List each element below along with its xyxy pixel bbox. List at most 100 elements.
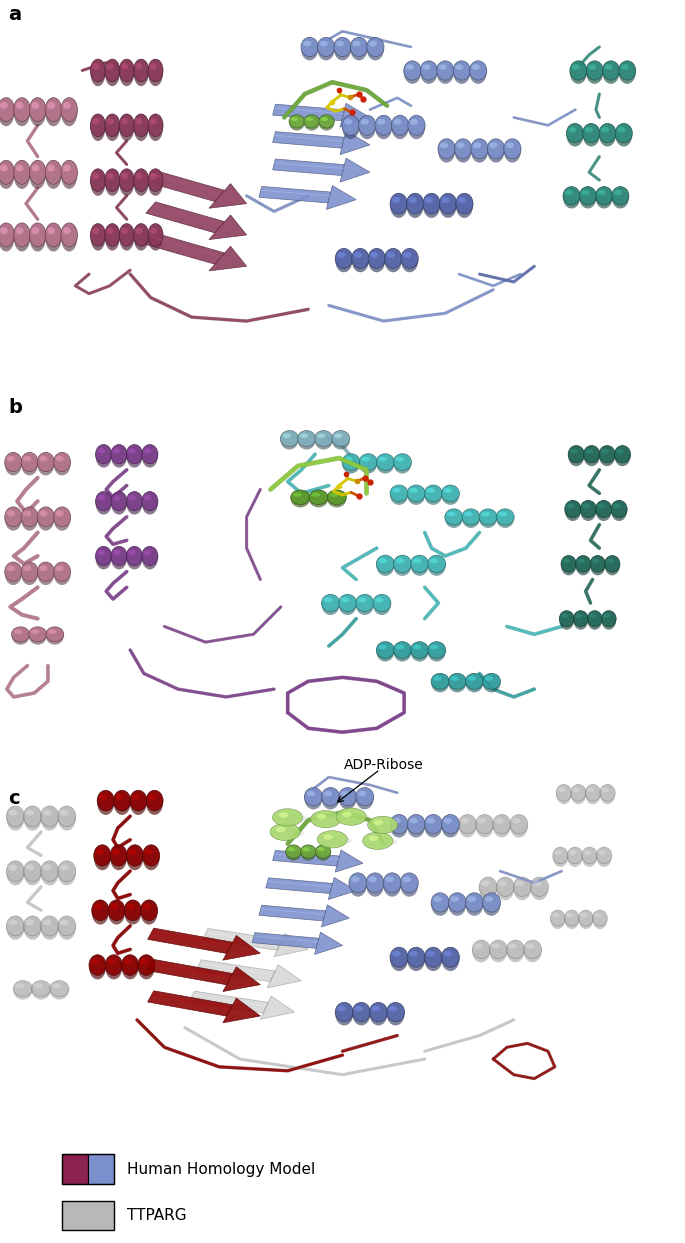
- Ellipse shape: [489, 940, 508, 958]
- Ellipse shape: [586, 449, 593, 454]
- Polygon shape: [146, 234, 225, 265]
- Ellipse shape: [45, 160, 62, 184]
- Ellipse shape: [121, 227, 128, 234]
- Ellipse shape: [6, 805, 25, 827]
- Text: a: a: [8, 5, 21, 24]
- Ellipse shape: [423, 193, 440, 214]
- Ellipse shape: [375, 116, 393, 139]
- Ellipse shape: [40, 805, 59, 827]
- Ellipse shape: [585, 784, 601, 804]
- Ellipse shape: [342, 116, 360, 135]
- Ellipse shape: [358, 598, 366, 603]
- Ellipse shape: [438, 65, 447, 70]
- Ellipse shape: [124, 900, 141, 925]
- Ellipse shape: [0, 224, 14, 251]
- Ellipse shape: [358, 116, 376, 139]
- Ellipse shape: [94, 904, 102, 910]
- Ellipse shape: [126, 445, 142, 464]
- Ellipse shape: [32, 981, 51, 999]
- Ellipse shape: [572, 65, 580, 70]
- Ellipse shape: [5, 452, 22, 471]
- Ellipse shape: [471, 139, 488, 163]
- Ellipse shape: [369, 822, 402, 830]
- Ellipse shape: [366, 37, 384, 57]
- Ellipse shape: [53, 507, 71, 527]
- Ellipse shape: [134, 114, 149, 137]
- Ellipse shape: [21, 452, 38, 471]
- Ellipse shape: [286, 845, 301, 860]
- Ellipse shape: [351, 876, 360, 883]
- Ellipse shape: [619, 61, 636, 83]
- Ellipse shape: [355, 1006, 363, 1012]
- Ellipse shape: [583, 124, 600, 147]
- Ellipse shape: [498, 880, 507, 886]
- Polygon shape: [273, 159, 345, 175]
- Ellipse shape: [0, 160, 14, 184]
- Ellipse shape: [55, 566, 64, 571]
- Ellipse shape: [582, 848, 597, 866]
- Ellipse shape: [489, 143, 497, 148]
- Ellipse shape: [332, 430, 350, 446]
- Ellipse shape: [578, 910, 593, 926]
- Ellipse shape: [90, 224, 105, 251]
- Ellipse shape: [426, 951, 435, 957]
- Ellipse shape: [593, 910, 608, 930]
- Circle shape: [311, 810, 341, 828]
- Ellipse shape: [584, 445, 600, 462]
- Ellipse shape: [5, 507, 22, 531]
- Ellipse shape: [611, 501, 627, 517]
- Ellipse shape: [590, 556, 606, 572]
- Ellipse shape: [341, 598, 349, 603]
- Ellipse shape: [321, 117, 328, 121]
- Ellipse shape: [134, 224, 149, 246]
- Ellipse shape: [393, 641, 412, 661]
- Ellipse shape: [563, 186, 580, 209]
- Ellipse shape: [6, 807, 25, 830]
- Ellipse shape: [150, 227, 157, 234]
- Ellipse shape: [561, 556, 576, 576]
- Ellipse shape: [585, 784, 601, 800]
- Ellipse shape: [92, 900, 109, 925]
- Ellipse shape: [105, 169, 120, 191]
- Ellipse shape: [525, 943, 534, 948]
- Ellipse shape: [376, 641, 395, 659]
- Ellipse shape: [585, 127, 593, 133]
- Ellipse shape: [119, 224, 134, 251]
- Ellipse shape: [615, 124, 632, 147]
- Ellipse shape: [597, 190, 606, 195]
- Ellipse shape: [107, 63, 114, 70]
- Ellipse shape: [448, 674, 466, 692]
- Ellipse shape: [148, 114, 163, 140]
- Ellipse shape: [90, 60, 105, 82]
- Ellipse shape: [113, 549, 121, 556]
- Ellipse shape: [489, 941, 508, 962]
- Ellipse shape: [441, 947, 460, 967]
- Polygon shape: [340, 131, 370, 154]
- Ellipse shape: [46, 626, 64, 645]
- Ellipse shape: [400, 873, 419, 892]
- Ellipse shape: [484, 896, 493, 902]
- Ellipse shape: [453, 61, 471, 80]
- Bar: [62, 1155, 88, 1183]
- Ellipse shape: [0, 227, 8, 234]
- Ellipse shape: [569, 850, 576, 855]
- Ellipse shape: [445, 510, 463, 528]
- Ellipse shape: [441, 815, 460, 838]
- Ellipse shape: [63, 102, 71, 109]
- Ellipse shape: [458, 815, 477, 838]
- Ellipse shape: [426, 488, 435, 493]
- Ellipse shape: [304, 114, 319, 131]
- Ellipse shape: [386, 1003, 405, 1025]
- Ellipse shape: [601, 127, 609, 133]
- Ellipse shape: [366, 37, 384, 61]
- Ellipse shape: [92, 900, 109, 921]
- Ellipse shape: [481, 880, 490, 886]
- Ellipse shape: [148, 224, 163, 251]
- Ellipse shape: [335, 249, 353, 268]
- Ellipse shape: [503, 139, 521, 159]
- Ellipse shape: [533, 880, 541, 886]
- Ellipse shape: [13, 981, 32, 997]
- Ellipse shape: [600, 784, 615, 800]
- Ellipse shape: [351, 249, 369, 268]
- Ellipse shape: [570, 449, 577, 454]
